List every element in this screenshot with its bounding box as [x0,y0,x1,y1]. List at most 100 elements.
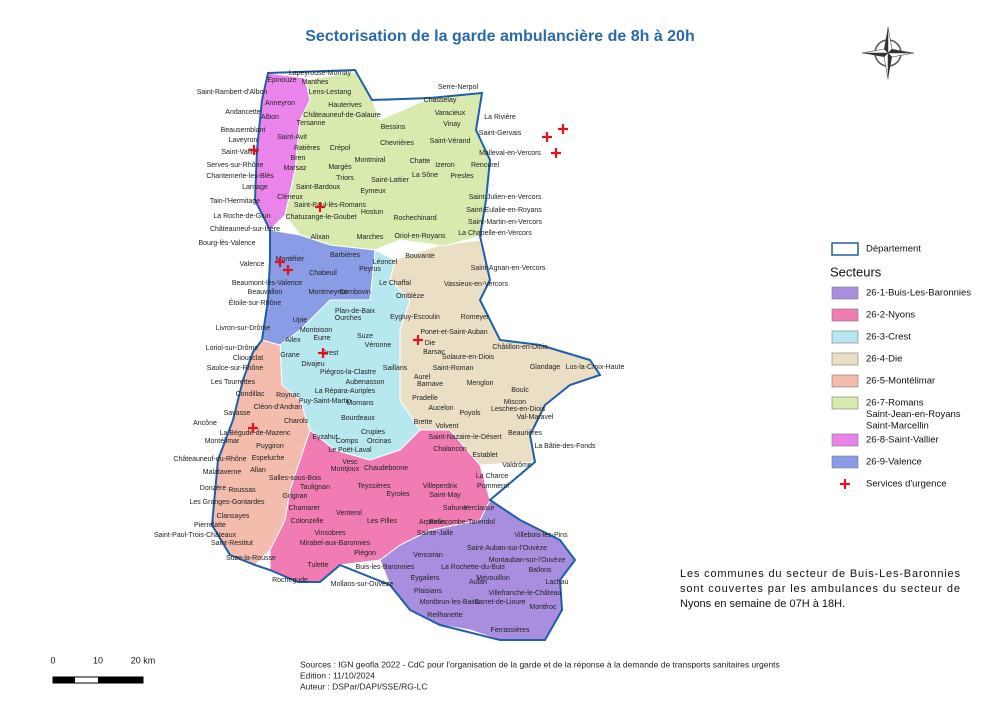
commune-label: Loriol-sur-Drôme [206,345,259,352]
commune-label: Serves-sur-Rhône [207,162,264,169]
commune-label: Salles-sous-Bois [269,475,322,482]
commune-label: Mollans-sur-Ouvèze [331,581,394,588]
commune-label: Véronne [365,342,392,349]
scale-segment [53,677,75,683]
commune-label: Aurel [414,374,431,381]
commune-label: Vinsobres [314,530,346,537]
commune-label: Étoile-sur-Rhône [229,298,282,307]
commune-label: Peyrus [359,266,381,273]
legend-label: 26-1-Buis-Les-Baronnies [866,288,971,299]
legend-swatch [831,396,859,410]
commune-label: Valence [240,261,265,268]
commune-label: Aucelon [428,405,453,412]
compass [861,26,915,80]
sources-line: Auteur : DSPar/DAPI/SSE/RG-LC [300,681,428,691]
commune-label: Montoison [300,327,332,334]
commune-label: Allan [250,467,266,474]
commune-label: Venterol [336,510,362,517]
commune-label: Rochegude [272,577,308,584]
commune-label: Piégon [354,550,376,557]
commune-label: Chatuzange-le-Goubet [286,214,357,221]
commune-label: Saint-Agnan-en-Vercors [471,265,546,272]
compass-star-light [861,26,915,80]
commune-label: Pradelle [412,395,438,402]
scale-segment [98,677,143,683]
commune-label: Sahune [443,505,467,512]
commune-label: Bourdeaux [341,415,375,422]
commune-label: Upie [293,317,308,324]
sources-line: Sources : IGN geofla 2022 - CdC pour l'o… [300,659,780,669]
commune-label: Cléon-d'Andran [254,404,303,411]
commune-label: Chasselay [424,97,457,104]
legend-swatch [831,352,859,366]
sectors [210,68,602,641]
commune-label: Mévouillon [476,575,510,582]
commune-label: Cliousclat [233,355,263,362]
commune-label: Barsac [423,349,445,356]
commune-label: Beauvallon [248,289,283,296]
legend-swatch [831,455,859,469]
commune-label: Villefranche-le-Château [488,590,561,597]
sources-line: Edition : 11/10/2024 [300,670,375,680]
commune-label: Bren [291,155,306,162]
commune-label: Miscon [504,399,526,406]
commune-label: Teyssières [357,483,391,490]
legend-swatch [831,433,859,447]
commune-label: Montélimar [205,438,240,445]
commune-label: Le Chaffal [379,280,411,287]
commune-label: Villebois-les-Pins [514,532,568,539]
commune-label: Châteauneuf-de-Galaure [303,112,381,119]
legend-swatch [831,308,859,322]
commune-label: Eymeux [360,188,386,195]
commune-label: Arpavon [419,519,445,526]
commune-label: Saint-Nazaire-le-Désert [428,434,501,441]
commune-label: Mirabel-aux-Baronnies [300,540,371,547]
commune-label: Marsaz [284,165,307,172]
commune-label: Izeron [435,162,455,169]
legend-title: Secteurs [830,264,882,279]
commune-label: Saint-Paul-lès-Romans [294,202,366,209]
commune-label: Saint-Restitut [211,540,253,547]
commune-label: Bouvante [405,253,435,260]
commune-label: Les Granges-Gontardes [189,499,265,506]
legend-label: 26-8-Saint-Vallier [866,435,939,446]
commune-label: Tain-l'Hermitage [210,198,260,205]
commune-label: Saint-Lattier [371,177,409,184]
commune-label: Die [425,340,436,347]
commune-label: Varacieux [435,110,466,117]
commune-label: Montélier [276,256,305,263]
commune-label: Montmiral [355,157,386,164]
commune-label: Barnave [417,381,443,388]
commune-label: Chalancon [433,446,467,453]
commune-label: Montjoux [331,466,360,473]
legend-label: Services d'urgence [866,479,947,490]
commune-label: Saint-Bardoux [296,184,341,191]
commune-label: Donzère [200,485,227,492]
commune-label: Châteauneuf-du-Rhône [173,456,246,463]
commune-label: Albon [261,114,279,121]
commune-label: Roussas [228,487,256,494]
commune-label: Grignan [283,493,308,500]
commune-label: Ponet-et-Saint-Auban [420,329,487,336]
note: Les communes du secteur de Buis-Les-Baro… [680,568,961,610]
note-line: sont couvertes par les ambulances du sec… [680,583,960,595]
map-title: Sectorisation de la garde ambulancière d… [305,28,694,45]
note-line: Les communes du secteur de Buis-Les-Baro… [680,568,961,580]
commune-label: Tersanne [297,120,326,127]
commune-label: Léoncel [373,259,398,266]
commune-label: Volvent [436,423,459,430]
commune-label: La Bâtie-des-Fonds [534,443,596,450]
commune-label: Marches [357,234,384,241]
commune-label: Montfroc [529,604,557,611]
commune-label: Taulignan [300,484,330,491]
commune-label: Savasse [224,410,251,417]
commune-label: Pierrelatte [194,522,226,529]
legend-label: 26-2-Nyons [866,310,915,321]
commune-label: Sainte-Jalle [417,530,454,537]
commune-label: Chevrières [380,140,414,147]
commune-label: La Sône [412,172,438,179]
legend-swatch [831,330,859,344]
commune-label: Beaurières [508,430,542,437]
